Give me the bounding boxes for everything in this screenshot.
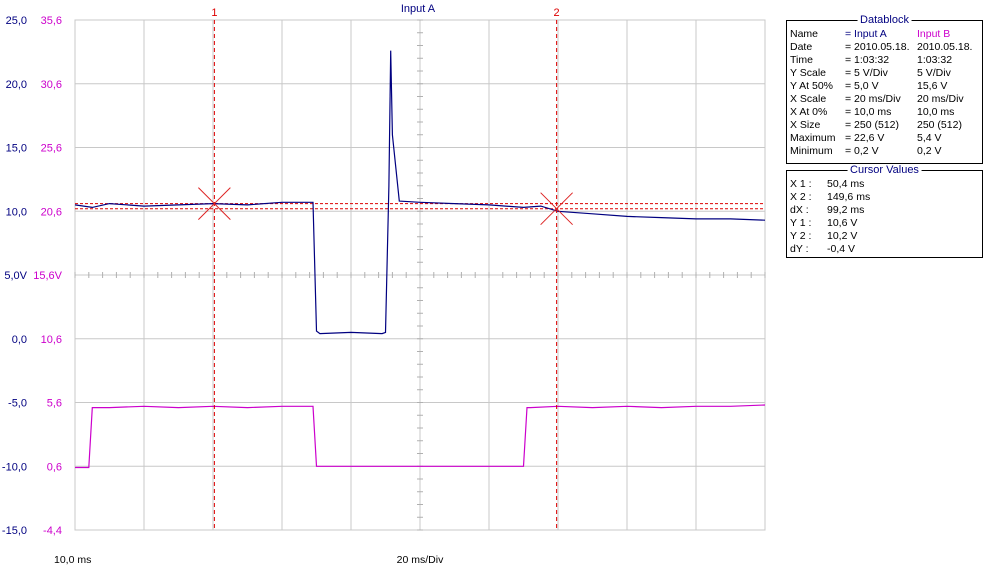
datablock-value-b: 0,2 V	[917, 145, 942, 157]
y-tick-label-b: 35,6	[41, 15, 62, 27]
cursor-value-label: dX :	[790, 204, 809, 216]
y-tick-label-a: -5,0	[8, 398, 27, 410]
datablock-value-a: = 1:03:32	[845, 54, 890, 66]
datablock-row: X Size = 250 (512) 250 (512)	[787, 119, 982, 131]
cursor-value: 149,6 ms	[827, 191, 871, 203]
datablock-value-b: 10,0 ms	[917, 106, 955, 118]
datablock-value-b: 15,6 V	[917, 80, 948, 92]
datablock-value-a: = 250 (512)	[845, 119, 899, 131]
cursor-value-label: X 2 :	[790, 191, 812, 203]
cursor-value-row: dY : -0,4 V	[787, 243, 982, 255]
datablock-label: Y At 50%	[790, 80, 834, 92]
datablock-value-a: = 20 ms/Div	[845, 93, 901, 105]
cursor-value: 99,2 ms	[827, 204, 865, 216]
cursor-value: 10,2 V	[827, 230, 858, 242]
x-start-label: 10,0 ms	[54, 554, 91, 566]
y-tick-label-a: 10,0	[6, 206, 27, 218]
datablock-value-b: 5 V/Div	[917, 67, 951, 79]
trace-input-a	[74, 50, 766, 335]
cursor-value-row: Y 2 : 10,2 V	[787, 230, 982, 242]
datablock-row: X At 0% = 10,0 ms 10,0 ms	[787, 106, 982, 118]
cursor-marker	[198, 187, 231, 220]
datablock-label: Time	[790, 54, 813, 66]
datablock-row: Date = 2010.05.18. 2010.05.18.	[787, 41, 982, 53]
datablock-value-b: Input B	[917, 28, 951, 40]
datablock-value-a: = 10,0 ms	[845, 106, 892, 118]
datablock-row: Maximum = 22,6 V 5,4 V	[787, 132, 982, 144]
cursor-value-label: Y 2 :	[790, 230, 812, 242]
datablock-row: Name = Input A Input B	[787, 28, 982, 40]
datablock-label: Y Scale	[790, 67, 826, 79]
cursor-value-label: X 1 :	[790, 178, 812, 190]
trace-input-b	[75, 404, 766, 469]
datablock-row: X Scale = 20 ms/Div 20 ms/Div	[787, 93, 982, 105]
y-tick-label-b: 25,6	[41, 143, 62, 155]
cursor-label: 2	[554, 7, 560, 19]
y-tick-label-b: 5,6	[47, 398, 62, 410]
datablock-row: Time = 1:03:32 1:03:32	[787, 54, 982, 66]
cursor-value: -0,4 V	[827, 243, 856, 255]
datablock-panel: Datablock Name = Input A Input B Date = 2010…	[786, 14, 983, 164]
cursor-value: 50,4 ms	[827, 178, 865, 190]
y-tick-label-a: -10,0	[2, 461, 27, 473]
y-tick-label-b: 0,6	[47, 461, 62, 473]
datablock-value-b: 5,4 V	[917, 132, 942, 144]
datablock-value-b: 1:03:32	[917, 54, 953, 66]
datablock-value-a: = 22,6 V	[845, 132, 885, 144]
datablock-row: Y At 50% = 5,0 V 15,6 V	[787, 80, 982, 92]
datablock-value-b: 2010.05.18.	[917, 41, 973, 53]
datablock-value-a: = 5 V/Div	[845, 67, 888, 79]
datablock-row: Minimum = 0,2 V 0,2 V	[787, 145, 982, 157]
datablock-label: Maximum	[790, 132, 836, 144]
cursor-value-row: dX : 99,2 ms	[787, 204, 982, 216]
y-tick-label-b: 10,6	[41, 334, 62, 346]
y-tick-label-b: 15,6V	[33, 270, 62, 282]
cursor-values-panel: Cursor Values X 1 :50,4 ms X 2 :149,6 ms d…	[786, 164, 983, 258]
chart-title: Input A	[401, 3, 436, 15]
y-tick-label-a: 20,0	[6, 79, 27, 91]
datablock-label: Minimum	[790, 145, 833, 157]
cursor-value-label: Y 1 :	[790, 217, 812, 229]
datablock-label: X At 0%	[790, 106, 828, 118]
y-tick-label-a: 15,0	[6, 143, 27, 155]
y-tick-label-a: -15,0	[2, 525, 27, 537]
datablock-value-a: = 2010.05.18.	[845, 41, 910, 53]
cursor-values-title: Cursor Values	[847, 164, 922, 176]
datablock-value-a: = Input A	[845, 28, 887, 40]
cursor-value-label: dY :	[790, 243, 809, 255]
cursor-value-row: Y 1 : 10,6 V	[787, 217, 982, 229]
datablock-label: X Size	[790, 119, 821, 131]
y-axis-right-labels: 35,6 30,6 25,6 20,6 15,6V 10,6 5,6 0,6 -4,4	[33, 15, 62, 537]
datablock-value-b: 20 ms/Div	[917, 93, 964, 105]
cursor-label: 1	[211, 7, 217, 19]
y-tick-label-a: 5,0V	[4, 270, 27, 282]
datablock-label: X Scale	[790, 93, 827, 105]
y-axis-left-labels: 25,0 20,0 15,0 10,0 5,0V 0,0 -5,0 -10,0 -15,0	[2, 15, 28, 537]
y-tick-label-b: -4,4	[43, 525, 62, 537]
cursor-marker	[540, 192, 573, 226]
datablock-label: Name	[790, 28, 819, 40]
datablock-value-a: = 5,0 V	[845, 80, 879, 92]
cursor-level-lines	[75, 203, 765, 210]
datablock-label: Date	[790, 41, 813, 53]
datablock-value-a: = 0,2 V	[845, 145, 879, 157]
datablock-title: Datablock	[857, 14, 912, 26]
grid	[74, 19, 766, 531]
cursor-value-row: X 1 : 50,4 ms	[787, 178, 982, 190]
datablock-row: Y Scale = 5 V/Div 5 V/Div	[787, 67, 982, 79]
y-tick-label-b: 20,6	[41, 206, 62, 218]
cursor-value: 10,6 V	[827, 217, 858, 229]
y-tick-label-a: 0,0	[12, 334, 27, 346]
x-axis-label: 20 ms/Div	[397, 554, 444, 566]
y-tick-label-a: 25,0	[6, 15, 27, 27]
y-tick-label-b: 30,6	[41, 79, 62, 91]
datablock-value-b: 250 (512)	[917, 119, 962, 131]
traces	[74, 50, 766, 469]
cursor-value-row: X 2 : 149,6 ms	[787, 191, 982, 203]
